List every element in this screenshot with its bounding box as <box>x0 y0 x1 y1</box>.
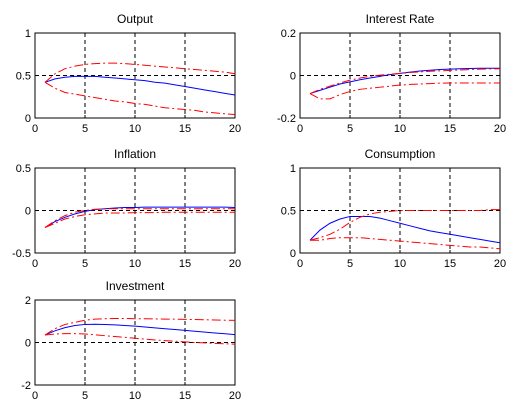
interest-rate-title: Interest Rate <box>366 12 435 26</box>
investment-median-line <box>44 323 236 336</box>
investment-x-tick-label: 15 <box>179 390 191 402</box>
output-y-tick-label: 0 <box>25 113 31 125</box>
interest-rate-x-tick-label: 20 <box>494 123 506 135</box>
investment-title: Investment <box>106 279 165 293</box>
investment-x-tick-label: 20 <box>229 390 241 402</box>
output-x-tick-label: 20 <box>229 123 241 135</box>
interest-rate-x-tick-label: 5 <box>347 123 353 135</box>
consumption-y-tick-label: 1 <box>290 163 296 175</box>
output-x-tick-label: 5 <box>82 123 88 135</box>
inflation-x-tick-label: 15 <box>179 258 191 270</box>
consumption-median-line <box>309 215 501 244</box>
interest-rate-y-tick-label: -0.2 <box>277 113 296 125</box>
investment-lower-line <box>44 333 236 345</box>
output-median-line <box>44 75 236 96</box>
output-title: Output <box>117 12 154 26</box>
consumption-x-tick-label: 15 <box>444 258 456 270</box>
consumption-upper-line <box>309 209 500 241</box>
consumption-title: Consumption <box>365 147 436 161</box>
inflation-x-tick-label: 0 <box>32 258 38 270</box>
inflation-median-line <box>44 206 236 228</box>
output-x-tick-label: 10 <box>129 123 141 135</box>
inflation-y-tick-label: 0.5 <box>16 163 31 175</box>
interest-rate-y-tick-label: 0.2 <box>281 28 296 40</box>
output-x-tick-label: 0 <box>32 123 38 135</box>
interest-rate-y-tick-label: 0 <box>290 71 296 83</box>
interest-rate-x-tick-label: 15 <box>444 123 456 135</box>
inflation-upper-line <box>44 208 235 228</box>
interest-rate-upper-line <box>309 68 501 95</box>
inflation-x-tick-label: 20 <box>229 258 241 270</box>
output-x-tick-label: 15 <box>179 123 191 135</box>
consumption-x-tick-label: 0 <box>297 258 303 270</box>
investment-y-tick-label: 2 <box>25 295 31 307</box>
output-y-tick-label: 0.5 <box>16 71 31 83</box>
consumption-y-tick-label: 0.5 <box>281 206 296 218</box>
output-lower-line <box>44 81 236 116</box>
investment-upper-line <box>44 317 236 336</box>
investment-x-tick-label: 10 <box>129 390 141 402</box>
inflation-x-tick-label: 10 <box>129 258 141 270</box>
interest-rate-lower-line <box>309 82 500 100</box>
inflation-y-tick-label: -0.5 <box>12 248 31 260</box>
output-panel: 0 5 10 15 20 0 0.5 1 Output <box>16 12 241 135</box>
inflation-y-tick-label: 0 <box>25 206 31 218</box>
interest-rate-x-tick-label: 0 <box>297 123 303 135</box>
investment-x-tick-label: 0 <box>32 390 38 402</box>
consumption-x-tick-label: 10 <box>394 258 406 270</box>
investment-y-tick-label: -2 <box>21 380 31 392</box>
inflation-title: Inflation <box>114 147 156 161</box>
consumption-x-tick-label: 5 <box>347 258 353 270</box>
consumption-x-tick-label: 20 <box>494 258 506 270</box>
interest-rate-x-tick-label: 10 <box>394 123 406 135</box>
investment-x-tick-label: 5 <box>82 390 88 402</box>
consumption-panel: 0 5 10 15 20 0 0.5 1 Consumption <box>281 147 506 270</box>
output-upper-line <box>44 62 236 83</box>
consumption-y-tick-label: 0 <box>290 248 296 260</box>
consumption-lower-line <box>310 237 501 250</box>
output-y-tick-label: 1 <box>25 28 31 40</box>
investment-y-tick-label: 0 <box>25 338 31 350</box>
inflation-x-tick-label: 5 <box>82 258 88 270</box>
inflation-lower-line <box>44 211 235 228</box>
